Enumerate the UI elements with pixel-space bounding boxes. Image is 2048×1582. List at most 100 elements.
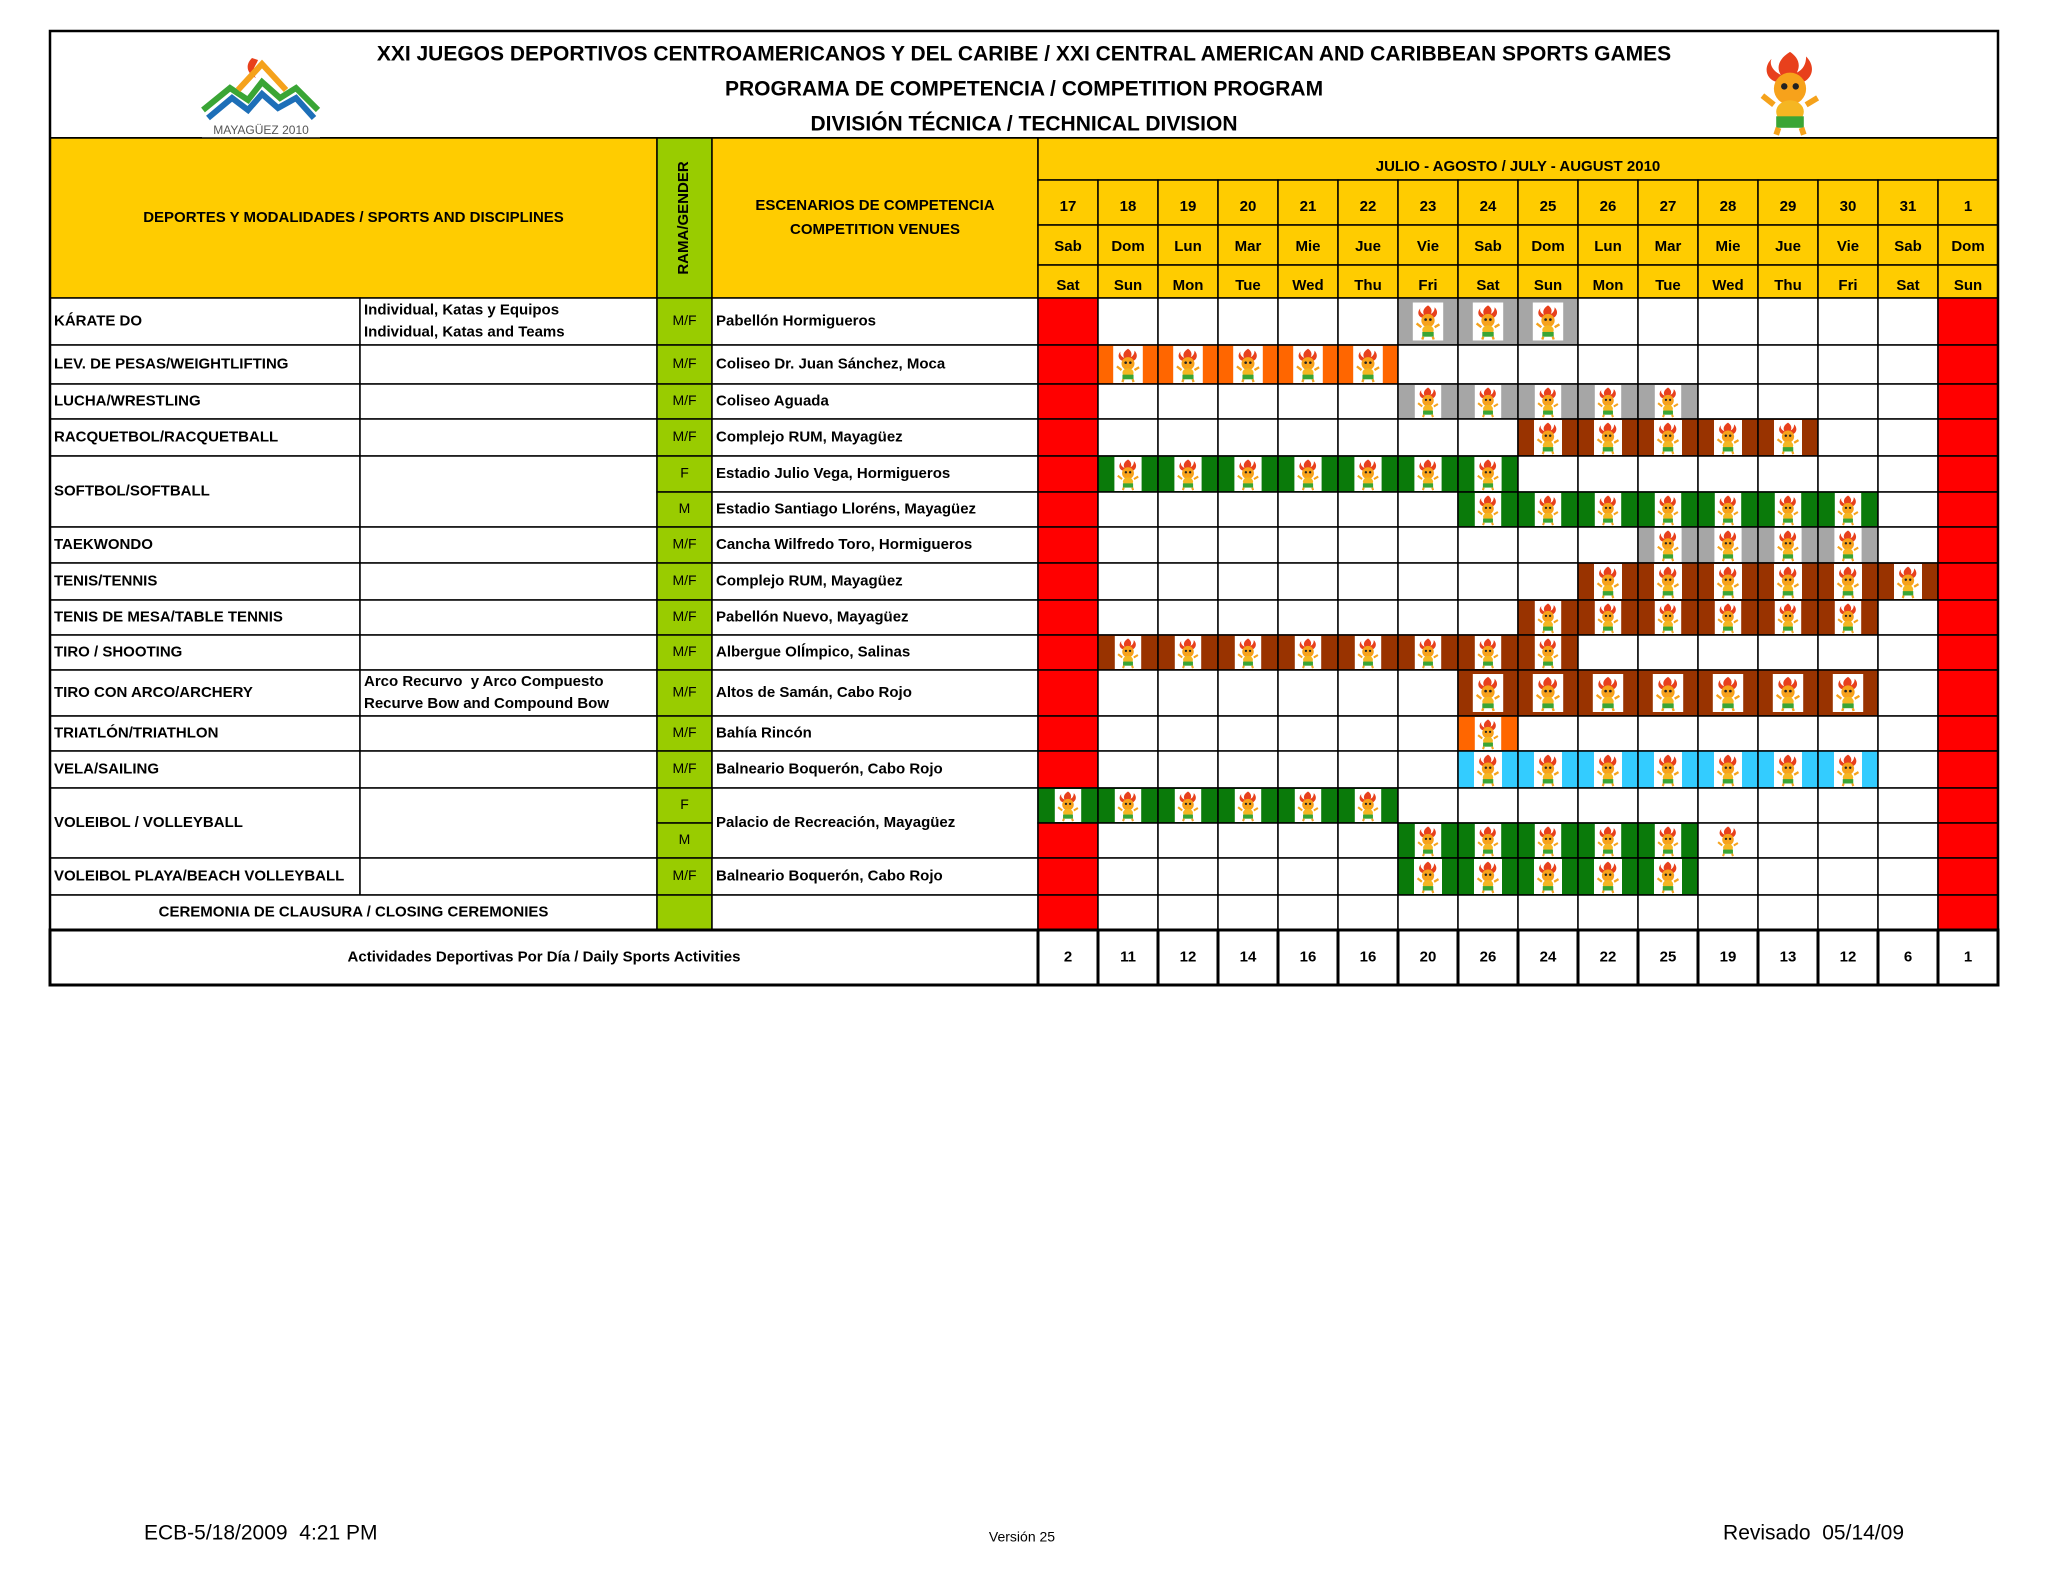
day-number: 31 <box>1900 198 1917 215</box>
schedule-cell <box>1097 894 1159 931</box>
event-mascot <box>1353 789 1383 822</box>
day-name: Sab <box>1474 238 1502 255</box>
event-mascot <box>1413 636 1443 669</box>
gender-cell <box>656 787 713 824</box>
event-mascot <box>1473 457 1503 491</box>
schedule-cell <box>1937 787 1999 824</box>
sport-name: TAEKWONDO <box>54 536 153 553</box>
schedule-cell <box>1637 715 1699 752</box>
schedule-cell <box>1697 455 1759 493</box>
schedule-cell <box>1277 669 1339 717</box>
discipline-cell <box>359 715 658 752</box>
logo-text: MAYAGÜEZ 2010 <box>213 123 309 137</box>
schedule-cell <box>1217 857 1279 896</box>
schedule-cell <box>1937 750 1999 789</box>
schedule-cell <box>1097 669 1159 717</box>
event-mascot <box>1773 528 1803 562</box>
event-mascot <box>1712 752 1744 787</box>
event-mascot <box>1173 789 1203 822</box>
event-mascot <box>1772 420 1804 455</box>
day-name: Vie <box>1417 238 1439 255</box>
event-mascot <box>1472 752 1504 787</box>
venue-cell <box>711 894 1039 931</box>
schedule-cell <box>1277 822 1339 859</box>
day-name: Dom <box>1531 238 1564 255</box>
event-mascot <box>1353 636 1383 669</box>
schedule-cell <box>1337 822 1399 859</box>
day-number: 22 <box>1360 198 1377 215</box>
schedule-cell <box>1817 455 1879 493</box>
header-mascot <box>1753 45 1827 137</box>
day-name: Vie <box>1837 238 1859 255</box>
event-mascot <box>1293 789 1323 822</box>
schedule-cell <box>1037 822 1099 859</box>
schedule-cell <box>1937 418 1999 457</box>
venue: Estadio Santiago Lloréns, Mayagüez <box>716 500 976 517</box>
discipline-cell <box>359 526 658 564</box>
header-label: JULIO - AGOSTO / JULY - AUGUST 2010 <box>1376 158 1661 175</box>
schedule-cell <box>1457 418 1519 457</box>
event-mascot <box>1771 674 1805 712</box>
schedule-cell <box>1157 297 1219 346</box>
schedule-cell <box>1037 857 1099 896</box>
day-cell <box>1037 179 1099 226</box>
totals-label: Actividades Deportivas Por Día / Daily S… <box>348 948 741 965</box>
gender: M/F <box>672 760 696 776</box>
venue: Balneario Boquerón, Cabo Rojo <box>716 760 943 777</box>
schedule-cell <box>1517 526 1579 564</box>
schedule-cell <box>1397 599 1459 636</box>
discipline-cell <box>359 297 658 346</box>
schedule-cell <box>1217 383 1279 420</box>
event-mascot <box>1711 674 1745 712</box>
discipline-cell <box>359 599 658 636</box>
total-cell <box>1516 928 1580 987</box>
schedule-cell <box>1337 599 1399 636</box>
schedule-cell <box>1397 787 1459 824</box>
schedule-cell <box>1277 750 1339 789</box>
schedule-cell <box>1757 857 1819 896</box>
day-name: Dom <box>1951 238 1984 255</box>
schedule-cell <box>1757 715 1819 752</box>
schedule-cell <box>1637 297 1699 346</box>
schedule-cell <box>1757 297 1819 346</box>
day-cell <box>1337 224 1399 266</box>
gender: M/F <box>672 312 696 328</box>
event-mascot <box>1411 302 1445 341</box>
schedule-cell <box>1037 562 1099 601</box>
event-mascot <box>1531 302 1565 341</box>
schedule-cell <box>1397 491 1459 528</box>
day-name: Sat <box>1476 277 1499 294</box>
schedule-cell <box>1037 297 1099 346</box>
total-value: 1 <box>1964 948 1972 965</box>
schedule-cell <box>1337 297 1399 346</box>
schedule-cell <box>1877 383 1939 420</box>
event-mascot <box>1832 752 1864 787</box>
schedule-cell <box>1157 562 1219 601</box>
event-mascot <box>1173 636 1203 669</box>
schedule-cell <box>1877 297 1939 346</box>
schedule-cell <box>1877 715 1939 752</box>
schedule-cell <box>1937 822 1999 859</box>
day-name: Sun <box>1114 277 1142 294</box>
schedule-cell <box>1337 491 1399 528</box>
gender: M <box>679 831 691 847</box>
day-cell <box>1577 264 1639 299</box>
ceremony-name: CEREMONIA DE CLAUSURA / CLOSING CEREMONI… <box>159 903 549 920</box>
gender-cell <box>656 857 713 896</box>
total-cell <box>1456 928 1520 987</box>
gender: M/F <box>672 428 696 444</box>
schedule-cell <box>1877 634 1939 671</box>
day-cell <box>1637 224 1699 266</box>
schedule-cell <box>1877 750 1939 789</box>
gender: M/F <box>672 724 696 740</box>
schedule-cell <box>1697 297 1759 346</box>
schedule-cell <box>1817 857 1879 896</box>
schedule-cell <box>1697 344 1759 385</box>
event-mascot <box>1293 457 1323 491</box>
footer-right: Revisado 05/14/09 <box>1723 1522 1904 1545</box>
event-mascot <box>1473 636 1503 669</box>
venue: Complejo RUM, Mayagüez <box>716 428 903 445</box>
day-name: Thu <box>1354 277 1382 294</box>
schedule-cell <box>1937 857 1999 896</box>
